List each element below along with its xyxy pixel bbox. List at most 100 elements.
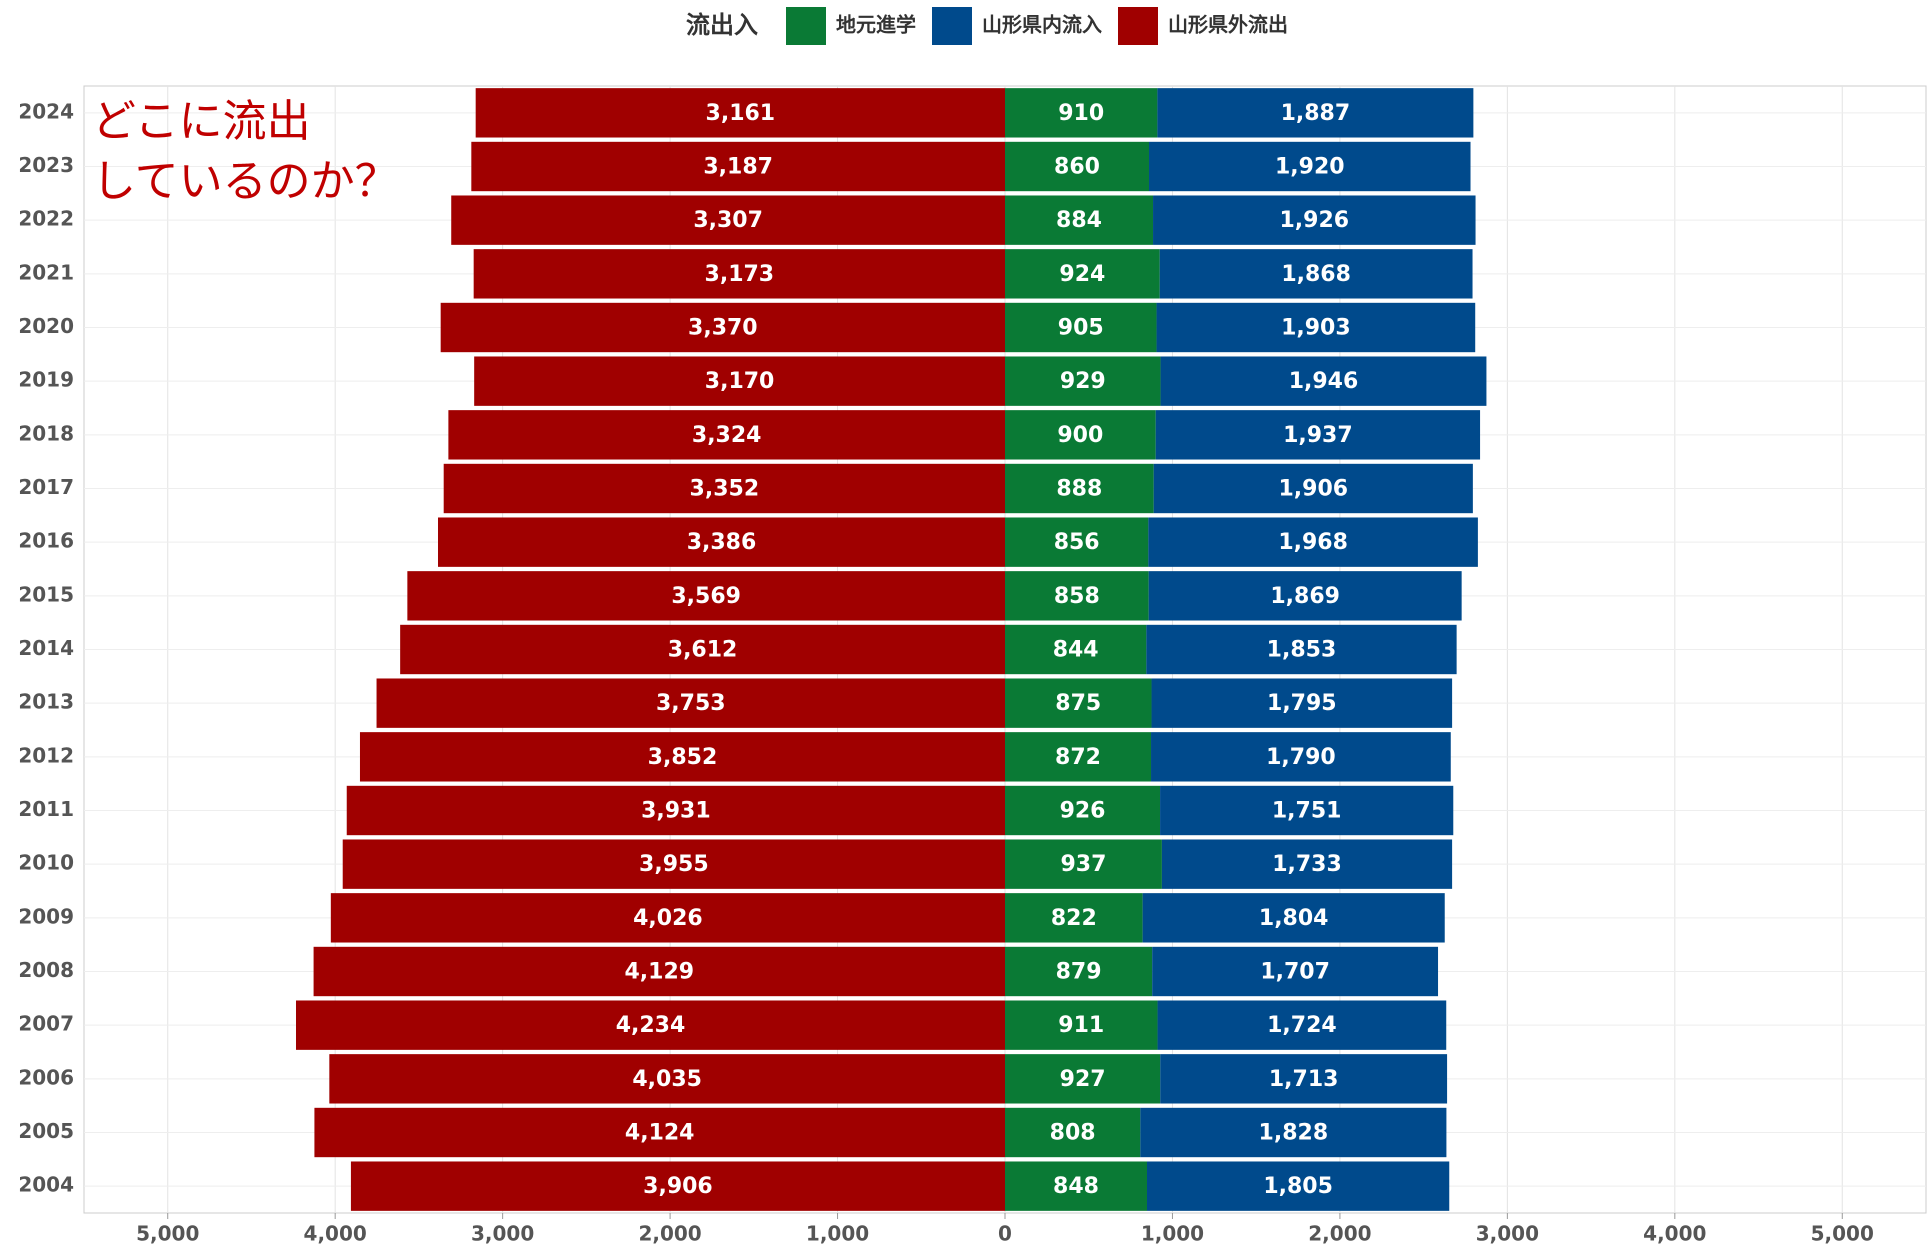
data-label: 1,926 bbox=[1279, 208, 1349, 233]
data-label: 3,307 bbox=[693, 208, 763, 233]
data-label: 822 bbox=[1051, 906, 1097, 931]
bar bbox=[1005, 839, 1162, 889]
bar bbox=[475, 88, 1006, 138]
data-label: 3,612 bbox=[668, 638, 738, 663]
data-label: 1,869 bbox=[1270, 584, 1340, 609]
bar bbox=[1005, 463, 1154, 514]
data-label: 1,968 bbox=[1278, 530, 1348, 555]
bar bbox=[1005, 732, 1152, 782]
data-label: 911 bbox=[1058, 1013, 1104, 1038]
y-tick-label: 2016 bbox=[18, 529, 74, 553]
bar bbox=[440, 302, 1005, 353]
bar bbox=[1157, 1000, 1447, 1050]
bar bbox=[1005, 410, 1156, 460]
legend-swatch bbox=[932, 7, 972, 45]
data-label: 3,173 bbox=[705, 262, 775, 287]
data-label: 1,853 bbox=[1267, 638, 1337, 663]
y-tick-label: 2022 bbox=[18, 207, 74, 231]
y-tick-label: 2014 bbox=[18, 636, 74, 660]
data-label: 888 bbox=[1056, 477, 1102, 502]
data-label: 3,352 bbox=[690, 477, 760, 502]
bar bbox=[1005, 624, 1147, 675]
bar bbox=[350, 1161, 1005, 1211]
bar bbox=[1147, 1161, 1450, 1211]
y-tick-label: 2019 bbox=[18, 368, 74, 392]
bar bbox=[437, 517, 1005, 567]
x-tick-label: 3,000 bbox=[471, 1222, 534, 1246]
data-label: 872 bbox=[1055, 745, 1101, 770]
data-label: 1,828 bbox=[1259, 1121, 1329, 1146]
data-label: 1,733 bbox=[1272, 852, 1342, 877]
x-tick-label: 5,000 bbox=[1811, 1222, 1874, 1246]
bar bbox=[1160, 1054, 1448, 1104]
x-tick-label: 1,000 bbox=[1141, 1222, 1204, 1246]
data-label: 1,795 bbox=[1267, 691, 1337, 716]
data-label: 808 bbox=[1050, 1121, 1096, 1146]
x-tick-label: 1,000 bbox=[806, 1222, 869, 1246]
y-tick-label: 2011 bbox=[18, 797, 74, 821]
bar bbox=[1146, 624, 1457, 675]
data-label: 3,753 bbox=[656, 691, 726, 716]
bar bbox=[1005, 1054, 1161, 1104]
data-label: 3,370 bbox=[688, 316, 758, 341]
y-tick-label: 2018 bbox=[18, 421, 74, 445]
data-label: 937 bbox=[1060, 852, 1106, 877]
data-label: 1,903 bbox=[1281, 316, 1351, 341]
y-tick-label: 2015 bbox=[18, 582, 74, 606]
bar bbox=[400, 624, 1005, 675]
bar bbox=[474, 356, 1006, 406]
bar bbox=[1005, 302, 1157, 353]
bar bbox=[1161, 839, 1453, 889]
data-label: 3,569 bbox=[671, 584, 741, 609]
legend-label: 山形県内流入 bbox=[982, 13, 1102, 37]
data-label: 1,920 bbox=[1275, 155, 1345, 180]
x-tick-label: 4,000 bbox=[304, 1222, 367, 1246]
data-label: 1,724 bbox=[1267, 1013, 1337, 1038]
data-label: 1,946 bbox=[1289, 369, 1359, 394]
data-label: 4,129 bbox=[624, 960, 694, 985]
bar bbox=[314, 1107, 1005, 1158]
data-label: 858 bbox=[1054, 584, 1100, 609]
data-label: 926 bbox=[1060, 799, 1106, 824]
bar bbox=[1005, 517, 1149, 567]
bar bbox=[313, 946, 1005, 997]
annotation: しているのか？ bbox=[92, 156, 399, 207]
y-tick-label: 2021 bbox=[18, 260, 74, 284]
bar bbox=[1005, 356, 1161, 406]
x-tick-label: 2,000 bbox=[1308, 1222, 1371, 1246]
y-tick-label: 2006 bbox=[18, 1065, 74, 1089]
bar bbox=[1160, 785, 1454, 836]
bar bbox=[1155, 410, 1481, 460]
bar bbox=[1005, 946, 1153, 997]
data-label: 1,713 bbox=[1269, 1067, 1339, 1092]
data-label: 879 bbox=[1056, 960, 1102, 985]
data-label: 900 bbox=[1057, 423, 1103, 448]
legend-label: 地元進学 bbox=[836, 13, 916, 37]
legend-label: 山形県外流出 bbox=[1168, 13, 1288, 37]
y-tick-label: 2012 bbox=[18, 743, 74, 767]
bar bbox=[1005, 88, 1158, 138]
bar bbox=[1005, 141, 1150, 192]
bar bbox=[1005, 1000, 1158, 1050]
data-label: 1,805 bbox=[1263, 1174, 1333, 1199]
bar bbox=[376, 678, 1005, 728]
bar bbox=[1140, 1107, 1447, 1158]
bar bbox=[1159, 249, 1473, 299]
data-label: 1,868 bbox=[1281, 262, 1351, 287]
data-label: 4,234 bbox=[616, 1013, 686, 1038]
data-label: 848 bbox=[1053, 1174, 1099, 1199]
data-label: 1,707 bbox=[1260, 960, 1330, 985]
data-label: 875 bbox=[1055, 691, 1101, 716]
bar bbox=[329, 1054, 1005, 1104]
data-label: 3,161 bbox=[706, 101, 776, 126]
y-tick-label: 2020 bbox=[18, 314, 74, 338]
y-tick-label: 2010 bbox=[18, 851, 74, 875]
bar bbox=[346, 785, 1005, 836]
bar bbox=[1005, 785, 1161, 836]
x-tick-label: 4,000 bbox=[1643, 1222, 1706, 1246]
data-label: 3,852 bbox=[648, 745, 718, 770]
y-tick-label: 2008 bbox=[18, 958, 74, 982]
data-label: 3,955 bbox=[639, 852, 709, 877]
data-label: 1,906 bbox=[1278, 477, 1348, 502]
